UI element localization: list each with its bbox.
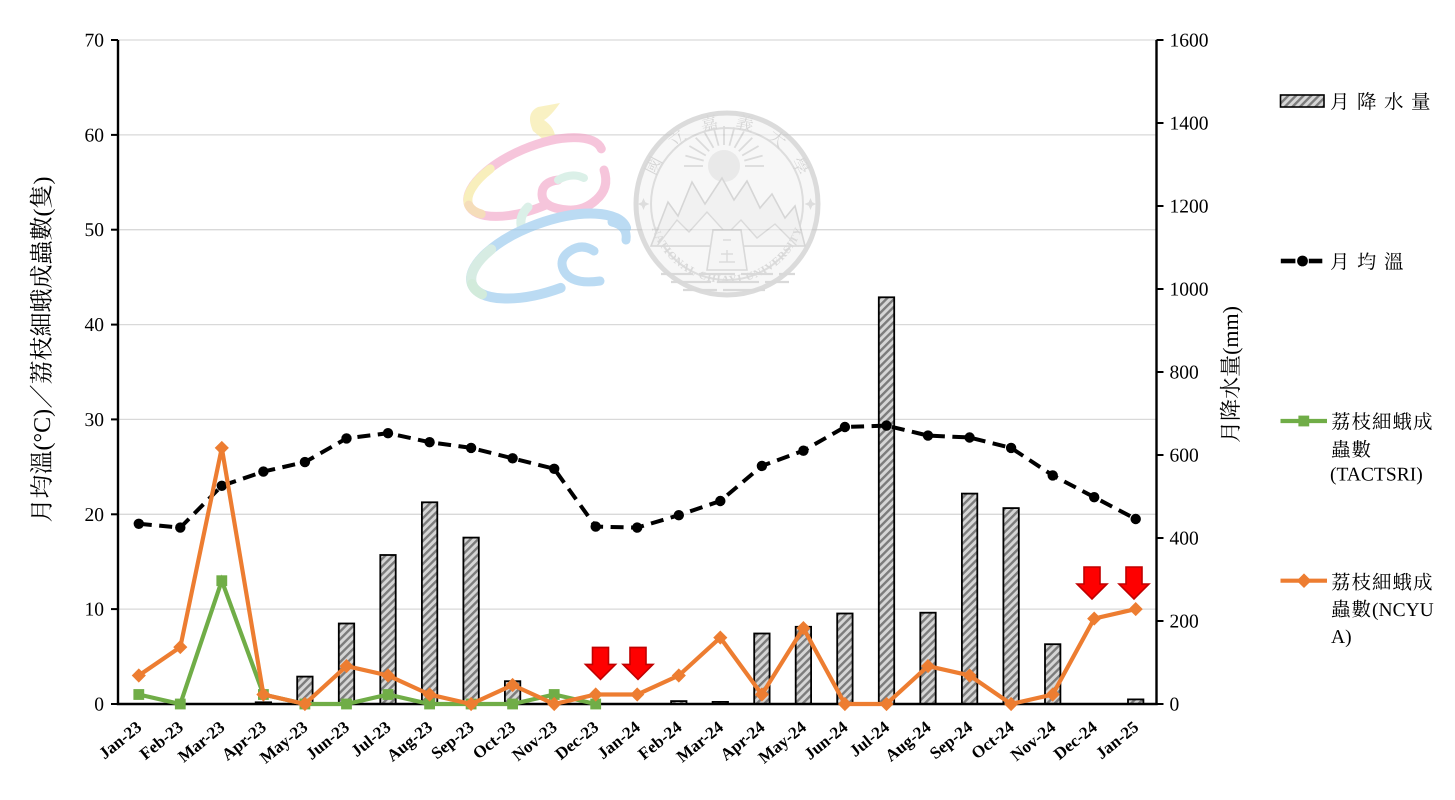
svg-text:(mm): (mm) bbox=[1218, 306, 1243, 355]
svg-text:(TACTSRI): (TACTSRI) bbox=[1330, 465, 1423, 486]
svg-text:20: 20 bbox=[85, 505, 105, 526]
svg-text:(°C): (°C) bbox=[30, 409, 56, 451]
svg-text:1600: 1600 bbox=[1170, 31, 1209, 52]
svg-text:0: 0 bbox=[94, 695, 104, 716]
svg-text:30: 30 bbox=[85, 410, 105, 431]
svg-text:10: 10 bbox=[85, 600, 105, 621]
svg-text:40: 40 bbox=[85, 315, 105, 336]
svg-text:600: 600 bbox=[1170, 446, 1199, 467]
svg-text:800: 800 bbox=[1170, 363, 1199, 384]
svg-text:(: ( bbox=[30, 209, 56, 217]
svg-text:200: 200 bbox=[1170, 612, 1199, 633]
svg-text:1200: 1200 bbox=[1170, 197, 1209, 218]
svg-text:400: 400 bbox=[1170, 529, 1199, 550]
svg-text:A): A) bbox=[1331, 627, 1352, 648]
svg-text:): ) bbox=[30, 177, 56, 185]
svg-text:60: 60 bbox=[85, 125, 105, 146]
svg-text:0: 0 bbox=[1170, 695, 1180, 716]
svg-text:50: 50 bbox=[85, 220, 105, 241]
svg-text:(NCYU: (NCYU bbox=[1372, 600, 1434, 621]
svg-text:1400: 1400 bbox=[1170, 114, 1209, 135]
svg-text:1000: 1000 bbox=[1170, 280, 1209, 301]
svg-text:70: 70 bbox=[85, 31, 105, 52]
